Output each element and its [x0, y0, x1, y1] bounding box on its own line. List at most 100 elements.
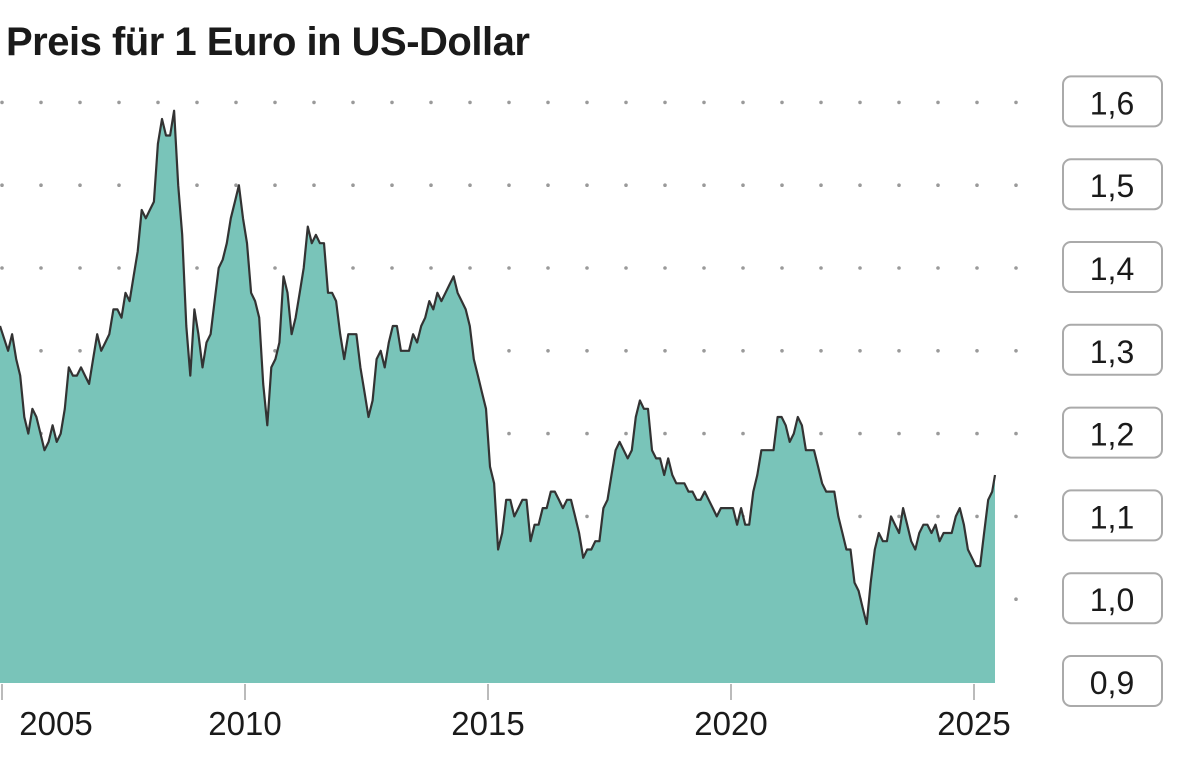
grid-dot — [897, 100, 901, 105]
grid-dot — [975, 514, 979, 519]
y-tick-label: 1,1 — [1090, 499, 1134, 535]
grid-dot — [663, 266, 667, 270]
grid-dot — [585, 431, 589, 436]
grid-dot — [936, 431, 940, 436]
grid-dot — [390, 100, 394, 105]
grid-dot — [975, 266, 979, 270]
grid-dot — [468, 266, 472, 270]
y-tick-label: 1,6 — [1090, 85, 1134, 121]
y-tick-label: 0,9 — [1090, 665, 1134, 701]
grid-dot — [585, 349, 589, 353]
grid-dot — [390, 183, 394, 187]
grid-dot — [858, 266, 862, 270]
grid-dot — [780, 183, 784, 187]
grid-dot — [702, 431, 706, 436]
grid-dot — [78, 266, 82, 270]
grid-dot — [234, 183, 238, 187]
grid-dot — [975, 100, 979, 105]
chart-title: Preis für 1 Euro in US-Dollar — [6, 20, 530, 64]
grid-dot — [507, 349, 511, 353]
grid-dot — [585, 266, 589, 270]
grid-dot — [1014, 183, 1018, 187]
grid-dot — [624, 431, 628, 436]
grid-dot — [468, 183, 472, 187]
grid-dot — [273, 266, 277, 270]
grid-dot — [39, 183, 43, 187]
grid-dot — [429, 266, 433, 270]
grid-dot — [507, 431, 511, 436]
grid-dot — [507, 100, 511, 105]
grid-dot — [819, 266, 823, 270]
grid-dot — [858, 183, 862, 187]
grid-dot — [663, 349, 667, 353]
grid-dot — [351, 100, 355, 105]
y-tick-label: 1,3 — [1090, 334, 1134, 370]
grid-dot — [936, 514, 940, 519]
grid-dot — [429, 183, 433, 187]
grid-dot — [897, 266, 901, 270]
grid-dot — [702, 266, 706, 270]
x-tick-label: 2020 — [694, 705, 767, 742]
grid-dot — [546, 183, 550, 187]
grid-dot — [975, 183, 979, 187]
grid-dot — [39, 349, 43, 353]
grid-dot — [936, 349, 940, 353]
x-tick-label: 2005 — [19, 705, 92, 742]
grid-dot — [780, 266, 784, 270]
grid-dot — [585, 514, 589, 519]
grid-dot — [273, 349, 277, 353]
grid-dot — [195, 266, 199, 270]
grid-dot — [546, 431, 550, 436]
grid-dot — [702, 183, 706, 187]
grid-dot — [819, 100, 823, 105]
grid-dot — [936, 183, 940, 187]
grid-dot — [858, 349, 862, 353]
grid-dot — [702, 100, 706, 105]
grid-dot — [858, 100, 862, 105]
grid-dot — [507, 183, 511, 187]
y-tick-box — [1062, 406, 1163, 459]
grid-dot — [858, 514, 862, 519]
grid-dot — [936, 100, 940, 105]
y-tick-label: 1,0 — [1090, 582, 1134, 618]
grid-dot — [585, 183, 589, 187]
grid-dot — [195, 183, 199, 187]
grid-dot — [1014, 100, 1018, 105]
grid-dot — [78, 349, 82, 353]
y-tick-box — [1062, 75, 1163, 128]
x-tick-label: 2010 — [208, 705, 281, 742]
grid-dot — [78, 183, 82, 187]
grid-dot — [39, 266, 43, 270]
grid-dot — [273, 183, 277, 187]
grid-dot — [429, 100, 433, 105]
grid-dot — [663, 183, 667, 187]
grid-dot — [1014, 431, 1018, 436]
area-fill — [0, 110, 995, 683]
grid-dot — [546, 349, 550, 353]
grid-dot — [312, 183, 316, 187]
grid-dot — [546, 100, 550, 105]
grid-dot — [1014, 514, 1018, 519]
y-tick-box — [1062, 655, 1163, 707]
y-tick-box — [1062, 572, 1163, 625]
grid-dot — [468, 100, 472, 105]
grid-dot — [585, 100, 589, 105]
y-tick-label: 1,4 — [1090, 251, 1134, 287]
grid-dot — [936, 266, 940, 270]
grid-dot — [117, 183, 121, 187]
grid-dot — [0, 266, 4, 270]
grid-dot — [897, 431, 901, 436]
grid-dot — [351, 266, 355, 270]
series-line — [0, 109, 997, 626]
grid-dot — [897, 183, 901, 187]
grid-dot — [39, 100, 43, 105]
grid-dot — [195, 100, 199, 105]
grid-dot — [507, 266, 511, 270]
grid-dot — [624, 100, 628, 105]
grid-dot — [1014, 597, 1018, 601]
grid-dot — [741, 266, 745, 270]
grid-dot — [741, 349, 745, 353]
grid-dot — [663, 431, 667, 436]
grid-dot — [858, 431, 862, 436]
